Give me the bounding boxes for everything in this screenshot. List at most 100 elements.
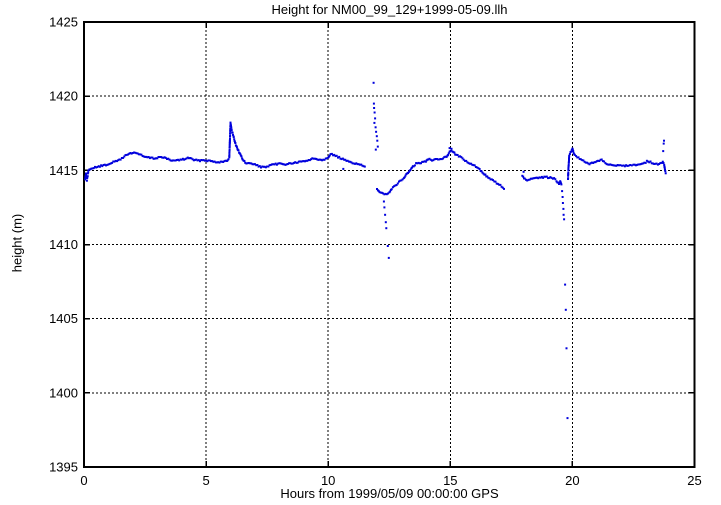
data-point [179,158,182,161]
data-point [282,163,284,166]
data-point [205,159,208,162]
data-point [411,166,413,169]
data-point [660,161,663,164]
data-point [304,160,306,163]
data-point [319,158,322,161]
data-point [619,164,622,167]
data-point [525,178,527,181]
data-point [468,162,471,165]
data-point [91,167,94,170]
data-point [528,178,531,181]
data-point [202,159,205,162]
data-point [500,185,503,188]
data-point [564,308,567,311]
data-point [230,126,233,129]
data-point [337,156,339,159]
data-point [210,160,212,163]
data-point [423,160,426,163]
data-point [129,152,132,154]
data-point [522,175,525,178]
data-point [257,165,260,168]
data-point [630,164,633,167]
data-point [141,155,144,157]
data-point [380,191,383,194]
data-point [567,171,570,174]
data-point [486,175,489,178]
data-point [313,157,316,160]
data-point [647,160,650,163]
data-point [352,162,355,165]
data-point [103,163,106,166]
data-point [228,155,231,157]
data-point [584,161,587,164]
data-point [328,154,331,157]
data-point [420,162,422,165]
data-point [531,177,534,180]
data-point [186,156,189,159]
data-point [144,155,147,158]
data-point [170,159,173,162]
data-point [568,153,571,155]
data-point [572,150,575,152]
data-point [431,159,433,162]
data-point [237,149,240,152]
data-point [409,169,412,171]
data-point [232,136,235,139]
data-point [567,173,570,175]
data-point [542,176,545,179]
data-point [239,153,242,156]
data-point [197,159,200,162]
data-point [570,150,573,153]
data-point [361,164,364,167]
data-point [629,164,632,166]
data-point [258,165,261,168]
data-point [384,192,387,195]
data-point [271,163,273,166]
data-point [413,164,416,167]
data-point [194,158,197,161]
data-point [108,162,111,165]
data-point [383,193,386,196]
data-point [445,155,448,158]
data-point [559,181,562,184]
data-point [285,163,288,166]
data-point [588,163,591,166]
data-point [664,172,667,175]
data-point [106,163,109,166]
data-point [577,156,580,159]
data-point [493,180,496,183]
x-axis-label: Hours from 1999/05/09 00:00:00 GPS [280,486,499,501]
data-point [116,160,118,163]
data-point [168,158,171,161]
data-point [273,163,276,166]
data-point [335,154,338,157]
y-tick-label: 1400 [49,385,78,400]
data-point [464,159,466,162]
data-point [351,162,354,165]
data-point [293,161,295,164]
data-point [537,177,540,180]
data-point [232,133,234,136]
data-point [140,153,143,156]
data-point [393,185,396,188]
data-point [562,213,565,216]
data-point [503,187,505,190]
data-point [211,160,214,163]
data-point [224,159,227,162]
data-point [332,154,335,157]
data-point [637,163,640,166]
data-point [476,166,479,169]
data-point [229,134,232,137]
data-point [421,160,424,163]
data-point [195,158,198,161]
data-point [310,158,313,161]
data-point [212,160,215,163]
data-point [600,158,603,161]
data-point [615,164,618,167]
data-point [526,179,529,182]
data-point [243,160,246,162]
data-point [480,170,483,173]
data-point [339,157,342,160]
data-point [522,170,525,173]
